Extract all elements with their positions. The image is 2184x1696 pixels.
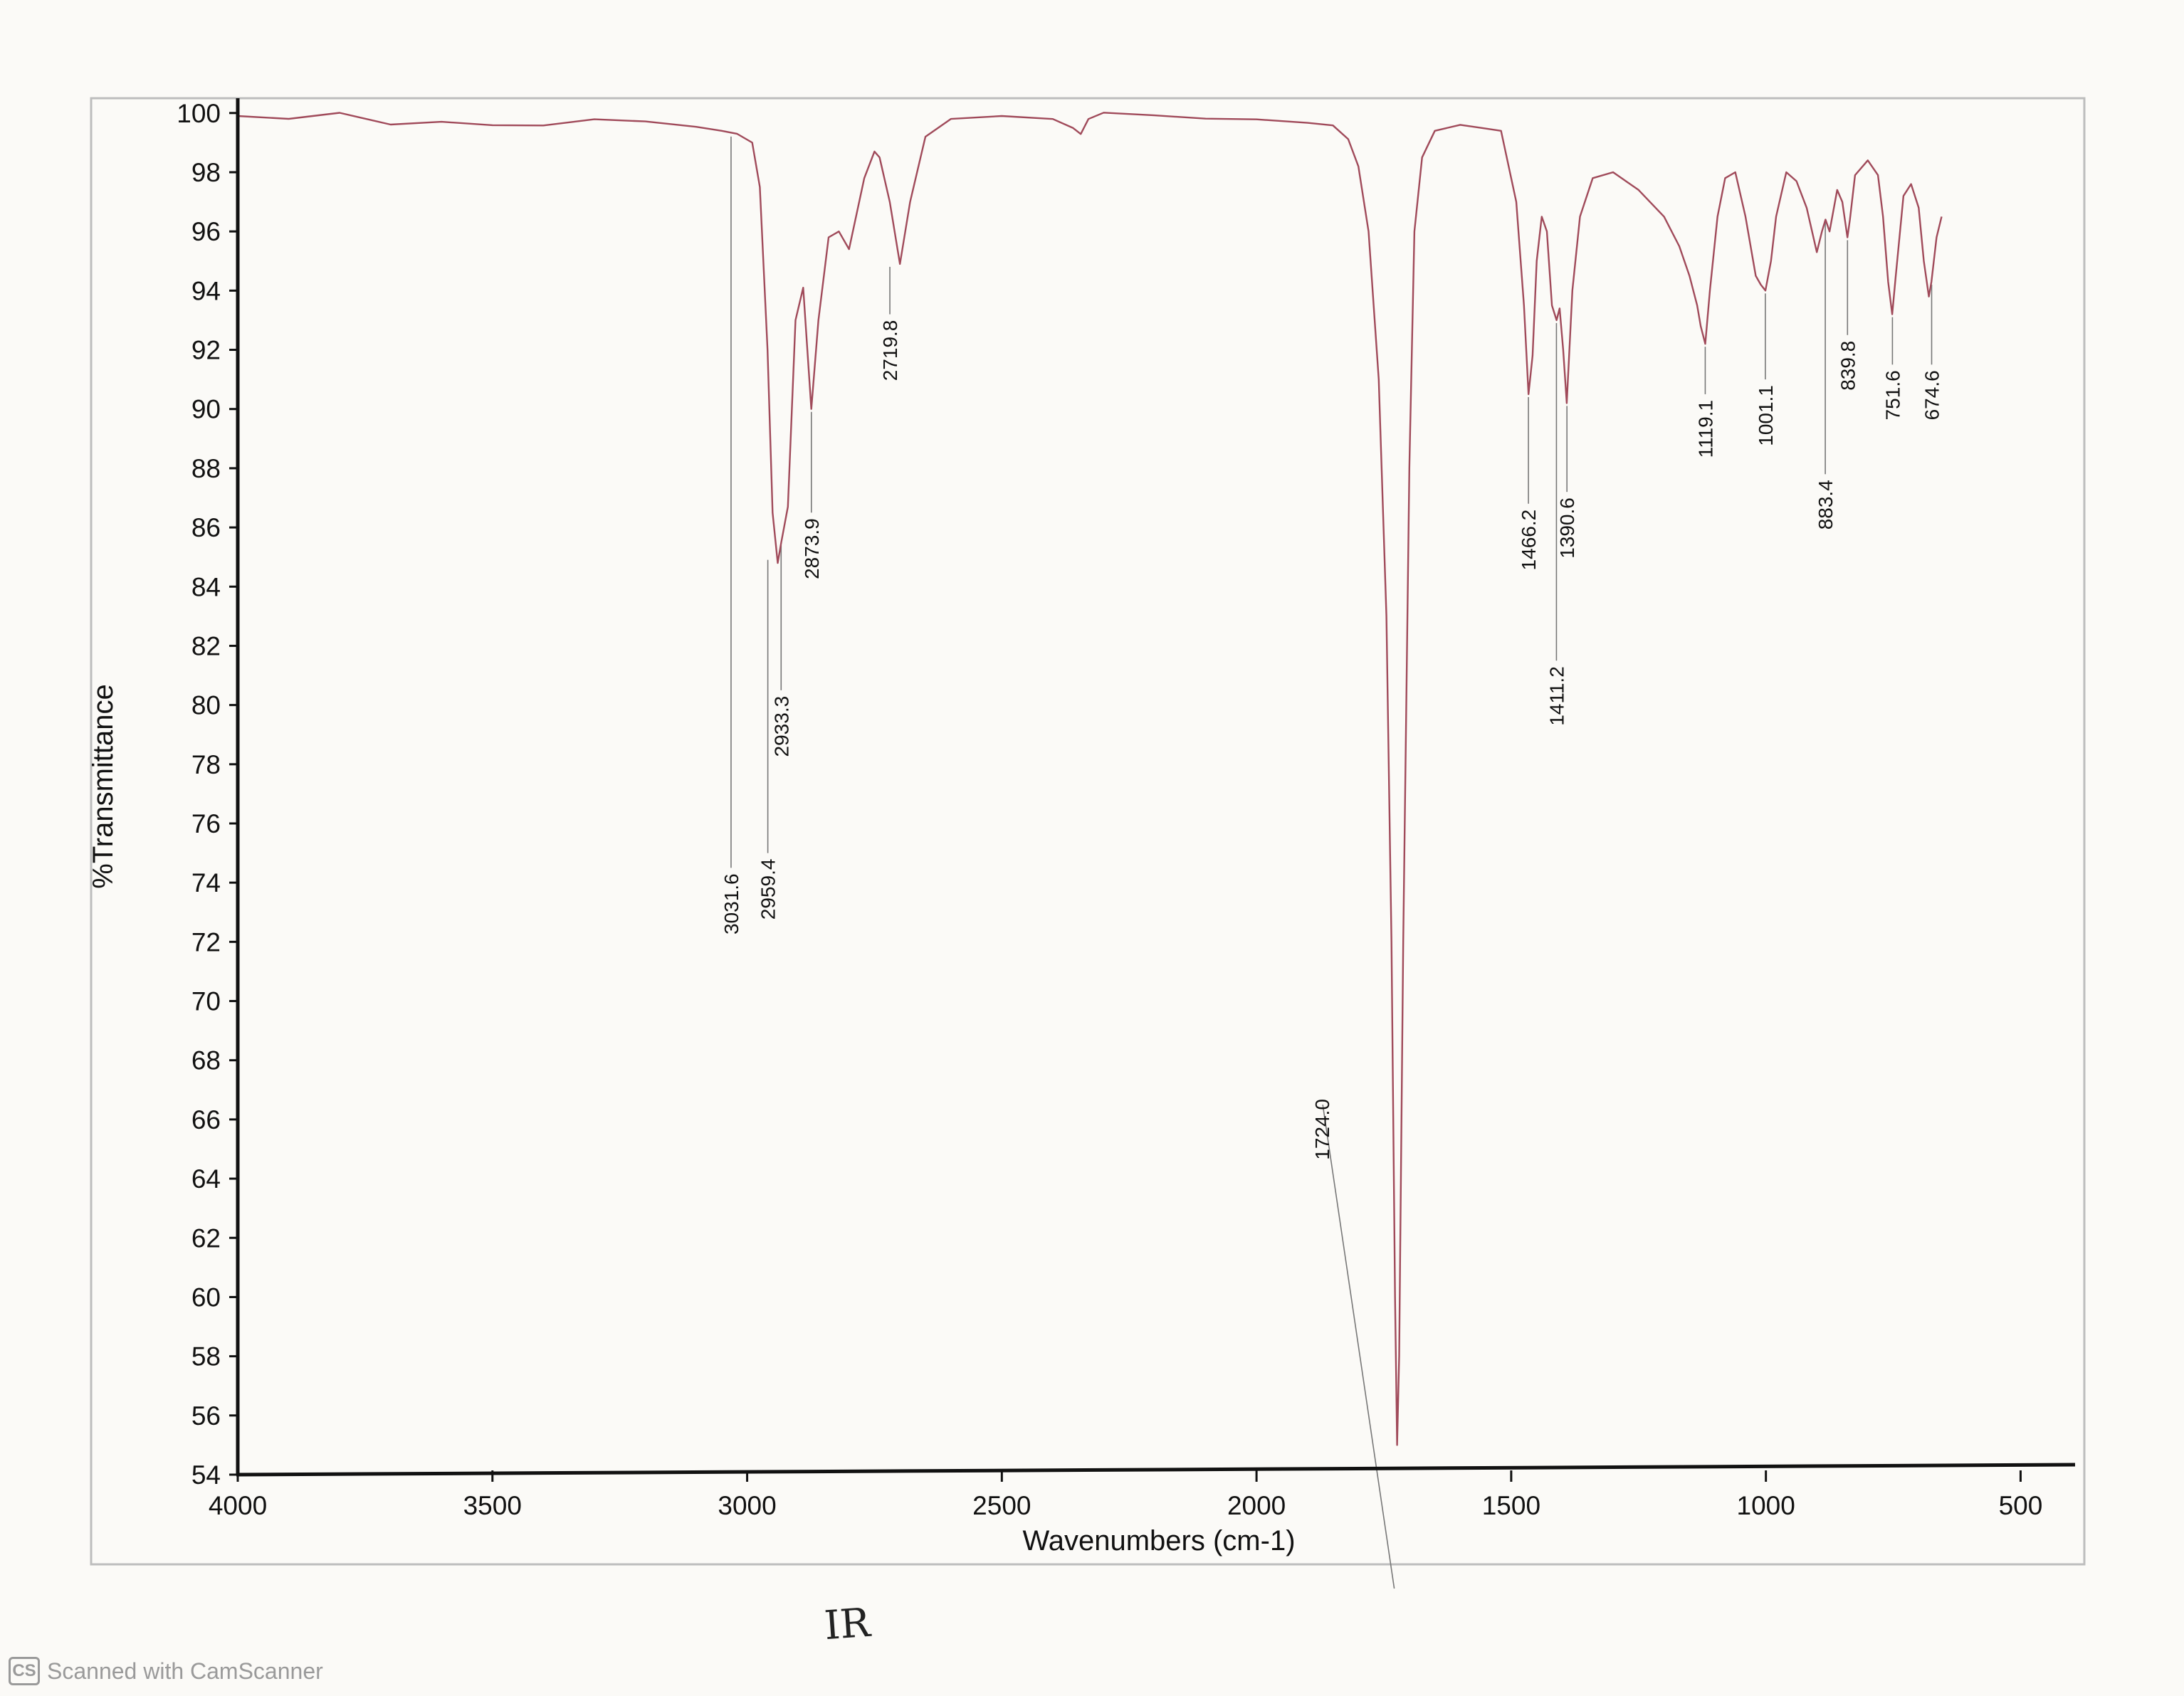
camscanner-watermark: CS Scanned with CamScanner bbox=[9, 1655, 323, 1687]
peak-label: 751.6 bbox=[1881, 370, 1904, 420]
y-tick-label: 78 bbox=[191, 750, 221, 779]
camscanner-logo-icon: CS bbox=[9, 1657, 40, 1685]
spectrum-line bbox=[237, 112, 1943, 1446]
peak-leader-line bbox=[1322, 1104, 1395, 1589]
y-tick-label: 66 bbox=[191, 1105, 221, 1134]
y-tick-label: 56 bbox=[191, 1401, 221, 1431]
peak-labels: 3031.6 2959.4 2933.3 2873.9 2719.8 1724.0 1466… bbox=[720, 320, 1943, 1160]
y-tick-label: 84 bbox=[191, 572, 221, 601]
x-tick-label: 2000 bbox=[1227, 1491, 1286, 1520]
peak-label: 883.4 bbox=[1815, 480, 1837, 530]
peak-label: 1724.0 bbox=[1311, 1099, 1333, 1160]
y-tick-label: 92 bbox=[191, 336, 221, 365]
peak-label: 839.8 bbox=[1837, 341, 1859, 391]
x-tick-label: 2500 bbox=[972, 1491, 1031, 1520]
y-tick-label: 68 bbox=[191, 1046, 221, 1075]
y-tick-label: 54 bbox=[191, 1460, 221, 1490]
x-tick-label: 500 bbox=[1999, 1491, 2043, 1520]
peak-label: 2933.3 bbox=[770, 696, 792, 757]
y-tick-label: 62 bbox=[191, 1223, 221, 1253]
y-tick-label: 64 bbox=[191, 1164, 221, 1194]
page-frame bbox=[90, 97, 2086, 1566]
x-axis-ticks: 4000 3500 3000 2500 2000 1500 1000 500 bbox=[209, 1470, 2042, 1520]
y-tick-label: 96 bbox=[191, 217, 221, 246]
peak-label: 2959.4 bbox=[757, 859, 779, 920]
y-tick-label: 76 bbox=[191, 809, 221, 838]
y-tick-label: 80 bbox=[191, 691, 221, 720]
y-tick-label: 94 bbox=[191, 276, 221, 305]
y-tick-label: 86 bbox=[191, 513, 221, 542]
x-tick-label: 3000 bbox=[718, 1491, 776, 1520]
peak-label: 2873.9 bbox=[801, 518, 823, 579]
y-tick-label: 82 bbox=[191, 631, 221, 660]
y-tick-label: 58 bbox=[191, 1342, 221, 1371]
y-tick-label: 72 bbox=[191, 927, 221, 957]
peak-label: 1001.1 bbox=[1755, 385, 1777, 446]
peak-label: 1466.2 bbox=[1518, 510, 1540, 571]
x-tick-label: 1000 bbox=[1737, 1491, 1795, 1520]
x-axis-title: Wavenumbers (cm-1) bbox=[1022, 1525, 1295, 1557]
handwritten-ir-note: IR bbox=[822, 1599, 872, 1650]
y-tick-label: 88 bbox=[191, 454, 221, 483]
y-tick-label: 100 bbox=[177, 99, 221, 128]
peak-label: 674.6 bbox=[1921, 370, 1943, 420]
x-tick-label: 1500 bbox=[1482, 1491, 1540, 1520]
x-axis-line bbox=[236, 1463, 2076, 1477]
peak-label: 1390.6 bbox=[1556, 497, 1578, 559]
peak-label: 1119.1 bbox=[1694, 400, 1716, 458]
peak-marker-lines bbox=[730, 136, 1933, 1589]
x-tick-label: 3500 bbox=[463, 1491, 522, 1520]
watermark-text: Scanned with CamScanner bbox=[47, 1658, 323, 1684]
peak-label: 1411.2 bbox=[1545, 666, 1568, 726]
peak-label: 3031.6 bbox=[720, 873, 742, 934]
y-axis-title: %Transmittance bbox=[88, 684, 119, 889]
y-tick-label: 98 bbox=[191, 158, 221, 187]
x-tick-label: 4000 bbox=[209, 1491, 267, 1520]
y-tick-label: 90 bbox=[191, 395, 221, 424]
y-tick-label: 60 bbox=[191, 1282, 221, 1312]
y-axis-ticks: 100 98 96 94 92 90 88 86 84 82 80 78 76 74 72 70 68 66 64 6… bbox=[177, 99, 238, 1490]
y-tick-label: 70 bbox=[191, 987, 221, 1016]
peak-label: 2719.8 bbox=[879, 320, 901, 381]
y-tick-label: 74 bbox=[191, 868, 221, 897]
